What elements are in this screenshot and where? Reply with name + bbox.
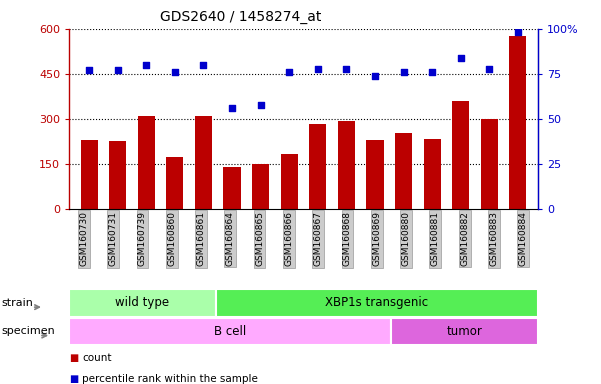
Text: count: count bbox=[82, 353, 112, 363]
Text: GSM160864: GSM160864 bbox=[226, 211, 235, 266]
Point bbox=[370, 73, 380, 79]
Text: specimen: specimen bbox=[1, 326, 55, 336]
Text: GSM160861: GSM160861 bbox=[197, 211, 206, 266]
Bar bbox=[452, 101, 469, 209]
Point bbox=[84, 67, 94, 73]
Text: GSM160884: GSM160884 bbox=[519, 211, 528, 266]
Text: GSM160869: GSM160869 bbox=[372, 211, 381, 266]
Text: GSM160865: GSM160865 bbox=[255, 211, 264, 266]
Bar bbox=[395, 132, 412, 209]
Text: wild type: wild type bbox=[115, 296, 169, 310]
Point bbox=[398, 69, 408, 75]
Text: ■: ■ bbox=[69, 353, 78, 363]
Bar bbox=[252, 164, 269, 209]
Bar bbox=[138, 116, 155, 209]
Text: GSM160881: GSM160881 bbox=[431, 211, 440, 266]
Point bbox=[256, 101, 266, 108]
Text: GSM160731: GSM160731 bbox=[109, 211, 118, 266]
Text: GSM160883: GSM160883 bbox=[489, 211, 498, 266]
Bar bbox=[195, 116, 212, 209]
Text: GSM160730: GSM160730 bbox=[79, 211, 88, 266]
Bar bbox=[224, 167, 240, 209]
Point bbox=[113, 67, 123, 73]
Bar bbox=[109, 141, 126, 209]
Text: GSM160739: GSM160739 bbox=[138, 211, 147, 266]
Point bbox=[141, 62, 151, 68]
Point bbox=[284, 69, 294, 75]
Bar bbox=[367, 140, 383, 209]
Point bbox=[170, 69, 180, 75]
Bar bbox=[81, 140, 98, 209]
Point bbox=[313, 65, 323, 71]
Bar bbox=[281, 154, 297, 209]
Bar bbox=[338, 121, 355, 209]
Point bbox=[199, 62, 209, 68]
Text: tumor: tumor bbox=[447, 325, 483, 338]
Text: percentile rank within the sample: percentile rank within the sample bbox=[82, 374, 258, 384]
Point bbox=[456, 55, 466, 61]
Point bbox=[513, 29, 523, 35]
Point bbox=[227, 105, 237, 111]
Text: XBP1s transgenic: XBP1s transgenic bbox=[325, 296, 429, 310]
Text: GSM160866: GSM160866 bbox=[284, 211, 293, 266]
Text: GSM160860: GSM160860 bbox=[167, 211, 176, 266]
Text: B cell: B cell bbox=[214, 325, 246, 338]
Bar bbox=[481, 119, 498, 209]
Bar bbox=[166, 157, 183, 209]
Bar bbox=[509, 36, 526, 209]
Point bbox=[484, 65, 494, 71]
Point bbox=[341, 65, 351, 71]
Text: ■: ■ bbox=[69, 374, 78, 384]
Point bbox=[427, 69, 437, 75]
Bar bbox=[310, 124, 326, 209]
Text: GSM160868: GSM160868 bbox=[343, 211, 352, 266]
Text: GSM160880: GSM160880 bbox=[401, 211, 410, 266]
Text: strain: strain bbox=[1, 298, 33, 308]
Bar bbox=[424, 139, 441, 209]
Text: GDS2640 / 1458274_at: GDS2640 / 1458274_at bbox=[160, 10, 321, 23]
Text: GSM160867: GSM160867 bbox=[314, 211, 323, 266]
Text: GSM160882: GSM160882 bbox=[460, 211, 469, 266]
